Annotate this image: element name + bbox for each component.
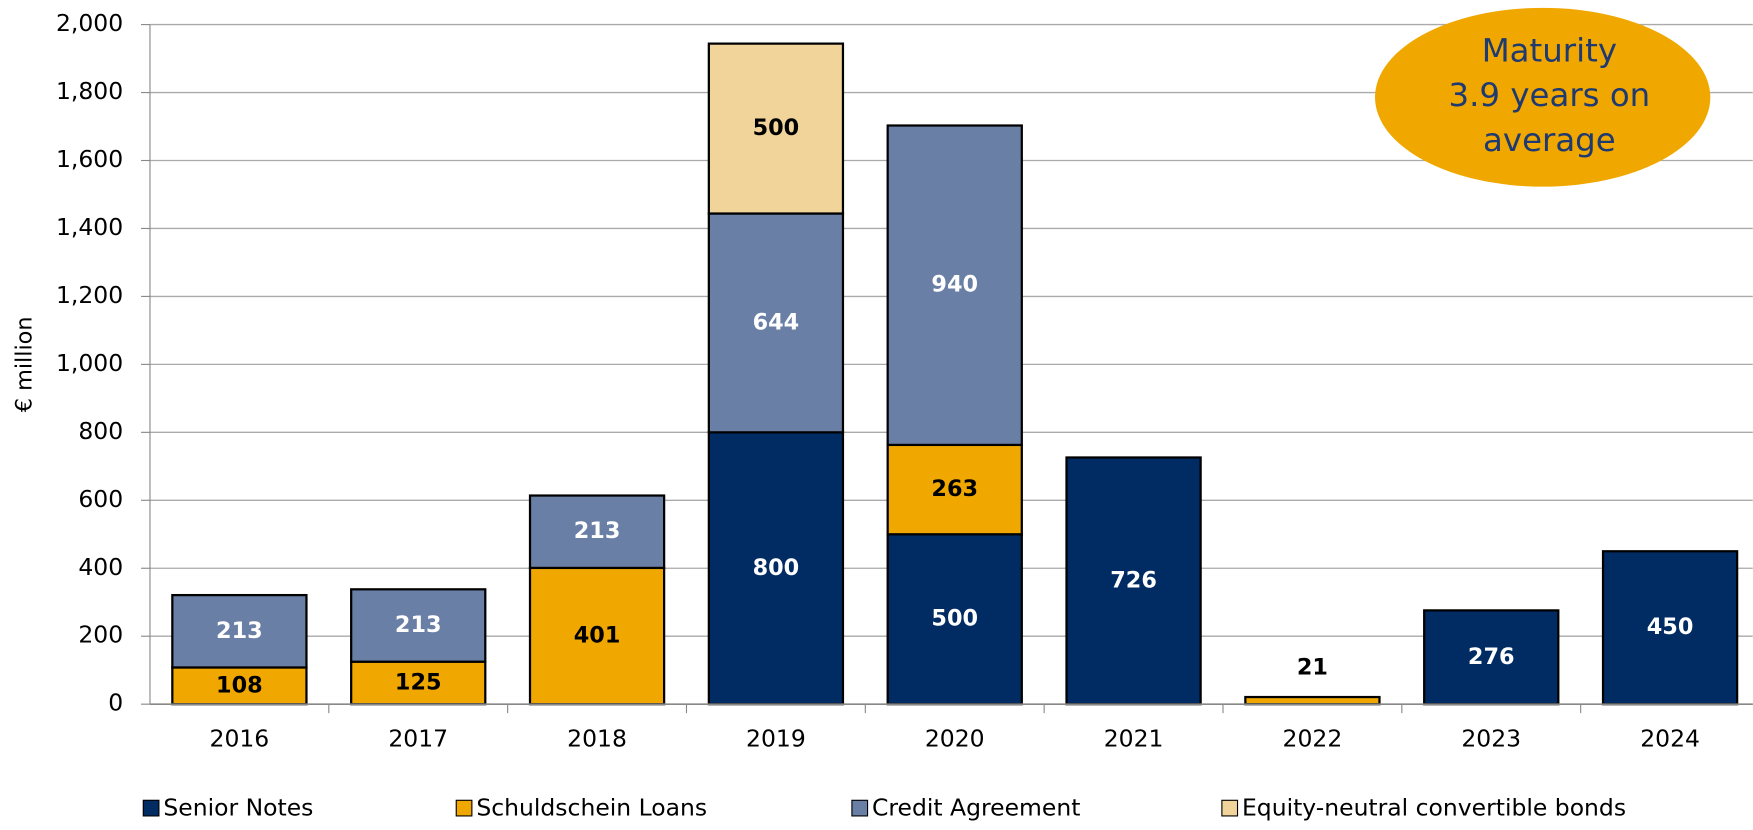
annotation-bubble [1375,7,1711,187]
bar-segment [1423,609,1560,706]
value-label: 21 [1297,654,1328,680]
x-tick-label: 2019 [746,724,806,752]
annotation-text: 3.9 years on [1449,76,1651,114]
value-label: 213 [574,518,621,544]
value-label: 940 [931,272,978,298]
x-tick-label: 2017 [388,724,448,752]
y-tick-label: 600 [78,485,123,513]
legend-label: Senior Notes [163,794,313,822]
y-tick-label: 0 [108,689,123,717]
value-label: 401 [574,623,621,649]
y-axis-label: € million [11,317,37,413]
bar-segment [707,42,845,215]
value-label: 108 [216,672,263,698]
legend-swatch [142,799,160,817]
y-tick-label: 1,800 [56,77,123,105]
bar-segment [528,566,666,706]
x-tick-label: 2018 [567,724,627,752]
value-label: 800 [753,555,800,581]
legend-swatch [455,799,473,817]
y-tick-label: 1,400 [56,213,123,241]
annotation-text: Maturity [1482,32,1617,70]
legend-label: Credit Agreement [872,794,1080,822]
y-tick-label: 400 [78,553,123,581]
y-tick-label: 1,000 [56,349,123,377]
value-label: 263 [931,476,978,502]
value-label: 500 [931,606,978,632]
bar-segment [350,588,487,663]
bar-segment [528,494,666,570]
value-label: 450 [1647,614,1694,640]
bar-segment [1065,456,1202,706]
value-label: 500 [753,115,800,141]
value-label: 276 [1468,644,1515,670]
legend-swatch [851,799,869,817]
annotation-text: average [1483,121,1616,159]
bar-segment [886,124,1023,447]
legend-label: Equity-neutral convertible bonds [1242,794,1626,822]
bar-segment [1244,695,1381,706]
value-label: 125 [395,669,442,695]
y-tick-label: 800 [78,417,123,445]
x-tick-label: 2021 [1104,724,1164,752]
legend-label: Schuldschein Loans [476,794,707,822]
x-tick-label: 2022 [1283,724,1343,752]
bar-segment [1601,550,1739,706]
x-tick-label: 2020 [925,724,985,752]
value-label: 213 [216,618,263,644]
y-tick-label: 200 [78,621,123,649]
y-tick-label: 1,600 [56,145,123,173]
value-label: 644 [753,309,800,335]
legend-swatch [1221,799,1239,817]
bar-segment [886,443,1023,536]
value-label: 726 [1110,567,1157,593]
x-tick-label: 2016 [210,724,270,752]
x-tick-label: 2023 [1461,724,1521,752]
y-tick-label: 1,200 [56,281,123,309]
x-tick-label: 2024 [1640,724,1700,752]
bar-segment [171,593,308,669]
value-label: 213 [395,612,442,638]
y-tick-label: 2,000 [56,9,123,37]
